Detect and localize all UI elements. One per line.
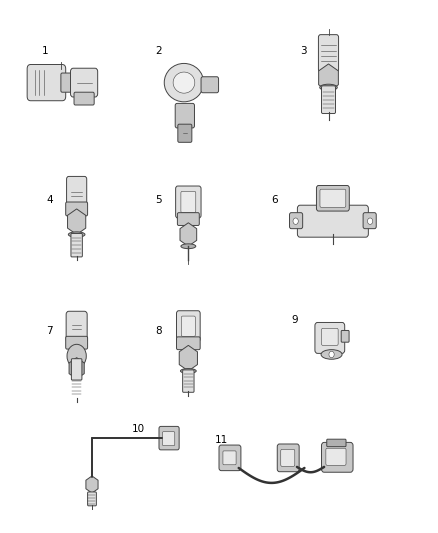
FancyBboxPatch shape — [71, 233, 82, 257]
Polygon shape — [179, 345, 198, 371]
FancyBboxPatch shape — [71, 68, 98, 97]
FancyBboxPatch shape — [315, 322, 345, 353]
Ellipse shape — [320, 84, 337, 91]
Circle shape — [293, 218, 298, 224]
Ellipse shape — [321, 350, 342, 359]
Circle shape — [367, 218, 373, 224]
Ellipse shape — [173, 72, 195, 93]
Text: 3: 3 — [300, 46, 307, 56]
Circle shape — [329, 351, 334, 358]
FancyBboxPatch shape — [177, 213, 199, 225]
FancyBboxPatch shape — [74, 92, 94, 105]
FancyBboxPatch shape — [66, 336, 88, 349]
Text: 5: 5 — [155, 195, 162, 205]
Polygon shape — [67, 209, 86, 235]
Text: 9: 9 — [291, 315, 298, 325]
FancyBboxPatch shape — [88, 492, 96, 506]
Text: 11: 11 — [215, 435, 228, 445]
Ellipse shape — [164, 63, 204, 102]
FancyBboxPatch shape — [318, 35, 339, 72]
Text: 7: 7 — [46, 326, 53, 336]
FancyBboxPatch shape — [61, 73, 74, 92]
FancyBboxPatch shape — [281, 449, 295, 466]
FancyBboxPatch shape — [66, 202, 88, 216]
Circle shape — [67, 344, 86, 368]
FancyBboxPatch shape — [201, 77, 219, 93]
Ellipse shape — [180, 368, 196, 373]
Text: 6: 6 — [272, 195, 278, 205]
FancyBboxPatch shape — [277, 444, 299, 472]
FancyBboxPatch shape — [341, 330, 349, 342]
FancyBboxPatch shape — [176, 186, 201, 218]
FancyBboxPatch shape — [321, 328, 338, 345]
FancyBboxPatch shape — [363, 213, 376, 229]
Text: 4: 4 — [46, 195, 53, 205]
Text: 1: 1 — [42, 46, 48, 56]
Text: 8: 8 — [155, 326, 162, 336]
FancyBboxPatch shape — [181, 316, 195, 336]
FancyBboxPatch shape — [219, 445, 241, 471]
Ellipse shape — [68, 232, 85, 237]
FancyBboxPatch shape — [66, 311, 87, 342]
FancyBboxPatch shape — [162, 432, 175, 446]
Text: 2: 2 — [155, 46, 162, 56]
FancyBboxPatch shape — [183, 370, 194, 392]
Polygon shape — [318, 64, 339, 92]
Polygon shape — [69, 358, 84, 379]
FancyBboxPatch shape — [320, 189, 346, 207]
FancyBboxPatch shape — [290, 213, 303, 229]
FancyBboxPatch shape — [223, 451, 236, 465]
FancyBboxPatch shape — [321, 442, 353, 472]
Text: 10: 10 — [131, 424, 145, 434]
Ellipse shape — [181, 244, 196, 249]
FancyBboxPatch shape — [71, 359, 82, 380]
Polygon shape — [180, 223, 197, 246]
FancyBboxPatch shape — [327, 439, 346, 447]
FancyBboxPatch shape — [67, 176, 87, 207]
FancyBboxPatch shape — [177, 337, 200, 350]
FancyBboxPatch shape — [316, 185, 350, 211]
FancyBboxPatch shape — [178, 124, 192, 142]
FancyBboxPatch shape — [175, 103, 194, 128]
FancyBboxPatch shape — [177, 311, 200, 342]
FancyBboxPatch shape — [297, 205, 368, 237]
FancyBboxPatch shape — [326, 448, 346, 465]
Polygon shape — [86, 476, 98, 493]
FancyBboxPatch shape — [321, 86, 336, 114]
FancyBboxPatch shape — [159, 426, 179, 450]
FancyBboxPatch shape — [27, 64, 66, 101]
FancyBboxPatch shape — [181, 191, 196, 213]
